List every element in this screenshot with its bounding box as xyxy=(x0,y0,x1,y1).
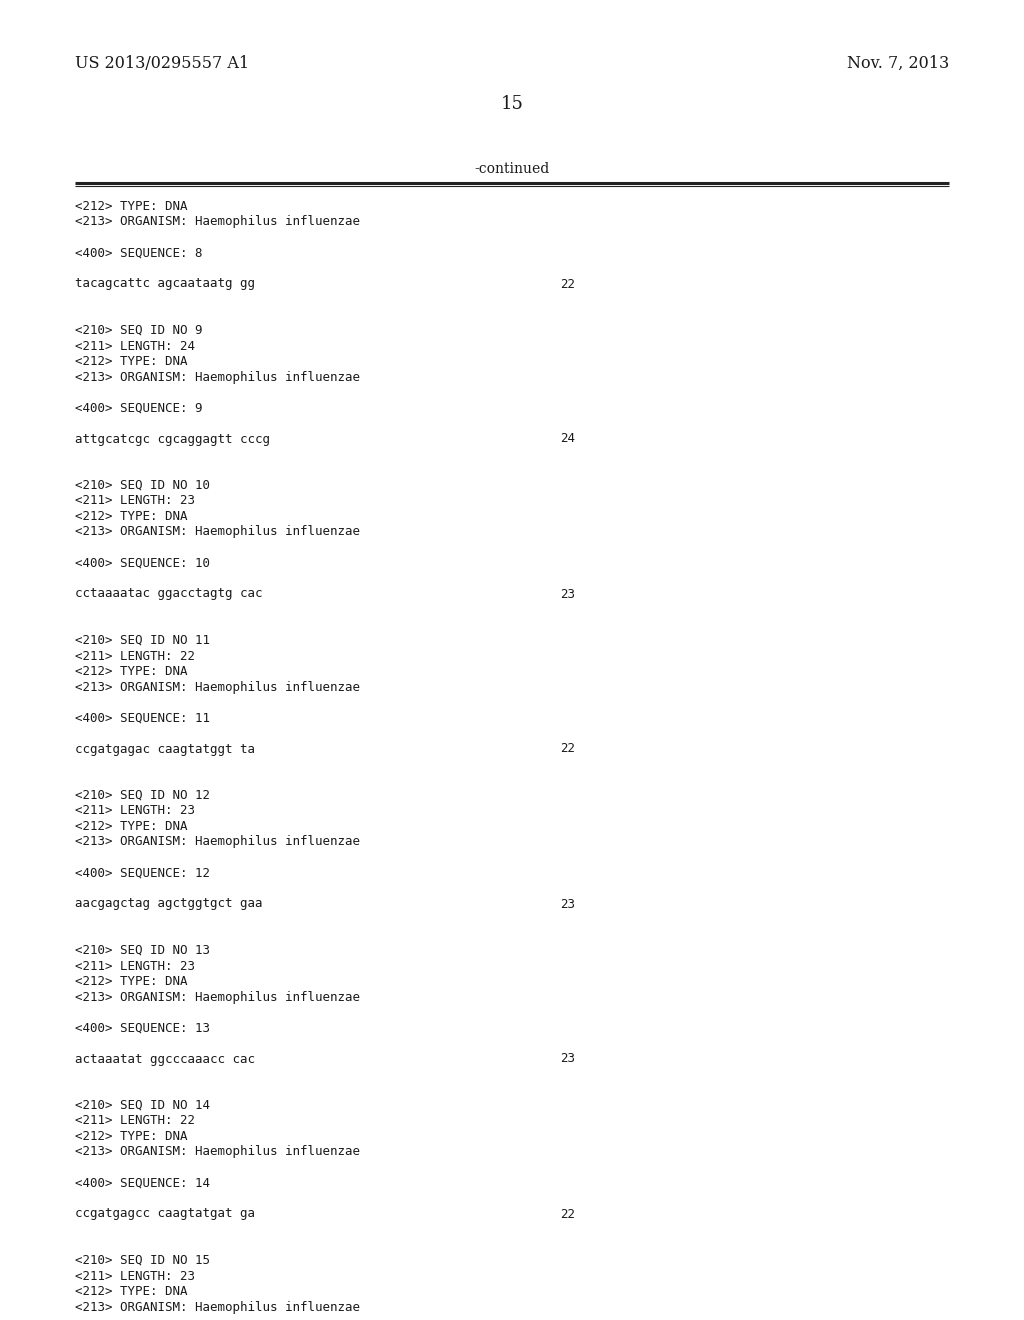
Text: cctaaaatac ggacctagtg cac: cctaaaatac ggacctagtg cac xyxy=(75,587,262,601)
Text: <210> SEQ ID NO 11: <210> SEQ ID NO 11 xyxy=(75,634,210,647)
Text: <400> SEQUENCE: 11: <400> SEQUENCE: 11 xyxy=(75,711,210,725)
Text: <211> LENGTH: 24: <211> LENGTH: 24 xyxy=(75,339,195,352)
Text: <210> SEQ ID NO 14: <210> SEQ ID NO 14 xyxy=(75,1100,210,1111)
Text: <213> ORGANISM: Haemophilus influenzae: <213> ORGANISM: Haemophilus influenzae xyxy=(75,525,360,539)
Text: <400> SEQUENCE: 9: <400> SEQUENCE: 9 xyxy=(75,401,203,414)
Text: <400> SEQUENCE: 12: <400> SEQUENCE: 12 xyxy=(75,866,210,879)
Text: <213> ORGANISM: Haemophilus influenzae: <213> ORGANISM: Haemophilus influenzae xyxy=(75,1146,360,1159)
Text: Nov. 7, 2013: Nov. 7, 2013 xyxy=(847,55,949,73)
Text: 22: 22 xyxy=(560,1208,575,1221)
Text: <400> SEQUENCE: 8: <400> SEQUENCE: 8 xyxy=(75,247,203,260)
Text: <211> LENGTH: 23: <211> LENGTH: 23 xyxy=(75,960,195,973)
Text: <400> SEQUENCE: 10: <400> SEQUENCE: 10 xyxy=(75,557,210,569)
Text: 23: 23 xyxy=(560,1052,575,1065)
Text: tacagcattc agcaataatg gg: tacagcattc agcaataatg gg xyxy=(75,277,255,290)
Text: <210> SEQ ID NO 15: <210> SEQ ID NO 15 xyxy=(75,1254,210,1267)
Text: <213> ORGANISM: Haemophilus influenzae: <213> ORGANISM: Haemophilus influenzae xyxy=(75,681,360,693)
Text: <211> LENGTH: 22: <211> LENGTH: 22 xyxy=(75,649,195,663)
Text: 23: 23 xyxy=(560,898,575,911)
Text: <400> SEQUENCE: 13: <400> SEQUENCE: 13 xyxy=(75,1022,210,1035)
Text: aacgagctag agctggtgct gaa: aacgagctag agctggtgct gaa xyxy=(75,898,262,911)
Text: <213> ORGANISM: Haemophilus influenzae: <213> ORGANISM: Haemophilus influenzae xyxy=(75,1300,360,1313)
Text: ccgatgagcc caagtatgat ga: ccgatgagcc caagtatgat ga xyxy=(75,1208,255,1221)
Text: ccgatgagac caagtatggt ta: ccgatgagac caagtatggt ta xyxy=(75,742,255,755)
Text: <212> TYPE: DNA: <212> TYPE: DNA xyxy=(75,510,187,523)
Text: 24: 24 xyxy=(560,433,575,446)
Text: actaaatat ggcccaaacc cac: actaaatat ggcccaaacc cac xyxy=(75,1052,255,1065)
Text: attgcatcgc cgcaggagtt cccg: attgcatcgc cgcaggagtt cccg xyxy=(75,433,270,446)
Text: <213> ORGANISM: Haemophilus influenzae: <213> ORGANISM: Haemophilus influenzae xyxy=(75,836,360,849)
Text: <213> ORGANISM: Haemophilus influenzae: <213> ORGANISM: Haemophilus influenzae xyxy=(75,215,360,228)
Text: <212> TYPE: DNA: <212> TYPE: DNA xyxy=(75,355,187,368)
Text: <212> TYPE: DNA: <212> TYPE: DNA xyxy=(75,1130,187,1143)
Text: 23: 23 xyxy=(560,587,575,601)
Text: <400> SEQUENCE: 14: <400> SEQUENCE: 14 xyxy=(75,1176,210,1189)
Text: 15: 15 xyxy=(501,95,523,114)
Text: <213> ORGANISM: Haemophilus influenzae: <213> ORGANISM: Haemophilus influenzae xyxy=(75,990,360,1003)
Text: <210> SEQ ID NO 9: <210> SEQ ID NO 9 xyxy=(75,323,203,337)
Text: <212> TYPE: DNA: <212> TYPE: DNA xyxy=(75,975,187,987)
Text: <211> LENGTH: 22: <211> LENGTH: 22 xyxy=(75,1114,195,1127)
Text: 22: 22 xyxy=(560,277,575,290)
Text: <213> ORGANISM: Haemophilus influenzae: <213> ORGANISM: Haemophilus influenzae xyxy=(75,371,360,384)
Text: <211> LENGTH: 23: <211> LENGTH: 23 xyxy=(75,495,195,507)
Text: <212> TYPE: DNA: <212> TYPE: DNA xyxy=(75,201,187,213)
Text: -continued: -continued xyxy=(474,162,550,176)
Text: <211> LENGTH: 23: <211> LENGTH: 23 xyxy=(75,1270,195,1283)
Text: <210> SEQ ID NO 10: <210> SEQ ID NO 10 xyxy=(75,479,210,492)
Text: <212> TYPE: DNA: <212> TYPE: DNA xyxy=(75,820,187,833)
Text: <210> SEQ ID NO 13: <210> SEQ ID NO 13 xyxy=(75,944,210,957)
Text: 22: 22 xyxy=(560,742,575,755)
Text: <210> SEQ ID NO 12: <210> SEQ ID NO 12 xyxy=(75,789,210,803)
Text: <212> TYPE: DNA: <212> TYPE: DNA xyxy=(75,1284,187,1298)
Text: <212> TYPE: DNA: <212> TYPE: DNA xyxy=(75,665,187,678)
Text: US 2013/0295557 A1: US 2013/0295557 A1 xyxy=(75,55,249,73)
Text: <211> LENGTH: 23: <211> LENGTH: 23 xyxy=(75,804,195,817)
